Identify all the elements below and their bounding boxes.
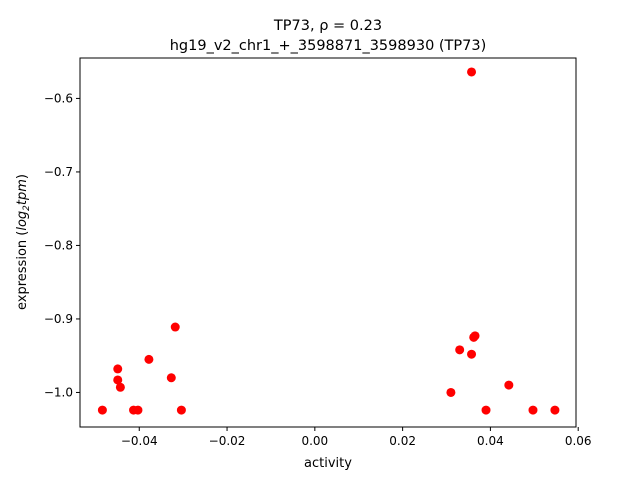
y-tick-label: −0.6 <box>44 91 73 105</box>
data-point <box>144 354 154 364</box>
x-tick-label: −0.04 <box>121 434 158 448</box>
data-points <box>97 67 560 415</box>
y-axis-label-log: log <box>15 211 30 231</box>
data-point <box>467 349 477 359</box>
data-point <box>166 373 176 383</box>
data-point <box>467 67 477 77</box>
x-tick-label: 0.04 <box>477 434 504 448</box>
x-tick-label: 0.02 <box>389 434 416 448</box>
data-point <box>113 364 123 374</box>
data-point <box>528 405 538 415</box>
data-point <box>113 375 123 385</box>
chart-title-line2: hg19_v2_chr1_+_3598871_3598930 (TP73) <box>170 38 487 54</box>
x-axis-ticks: −0.04 −0.02 0.00 0.02 0.04 0.06 <box>121 427 592 448</box>
y-axis-label-tpm: tpm <box>15 179 30 205</box>
y-axis-label-sub: 2 <box>22 205 32 211</box>
x-tick-label: 0.06 <box>565 434 592 448</box>
data-point <box>115 382 125 392</box>
data-point <box>133 405 143 415</box>
y-tick-label: −0.9 <box>44 312 73 326</box>
chart-title-line1: TP73, ρ = 0.23 <box>273 18 382 34</box>
y-tick-label: −0.7 <box>44 165 73 179</box>
plot-frame <box>79 57 577 428</box>
y-axis-label-suffix: ) <box>15 174 30 179</box>
x-tick-label: 0.00 <box>301 434 328 448</box>
y-axis-label-prefix: expression ( <box>15 231 30 310</box>
x-tick-label: −0.02 <box>209 434 246 448</box>
y-tick-label: −0.8 <box>44 238 73 252</box>
data-point <box>550 405 560 415</box>
data-point <box>446 387 456 397</box>
data-point <box>504 380 514 390</box>
data-point <box>455 345 465 355</box>
data-point <box>170 322 180 332</box>
data-point <box>97 405 107 415</box>
y-axis-label: expression (log2tpm) <box>15 174 32 310</box>
data-point <box>470 331 480 341</box>
y-axis-ticks: −0.6 −0.7 −0.8 −0.9 −1.0 <box>44 91 80 399</box>
x-axis-label: activity <box>304 456 352 471</box>
data-point <box>481 405 491 415</box>
y-tick-label: −1.0 <box>44 385 73 399</box>
data-point <box>176 405 186 415</box>
